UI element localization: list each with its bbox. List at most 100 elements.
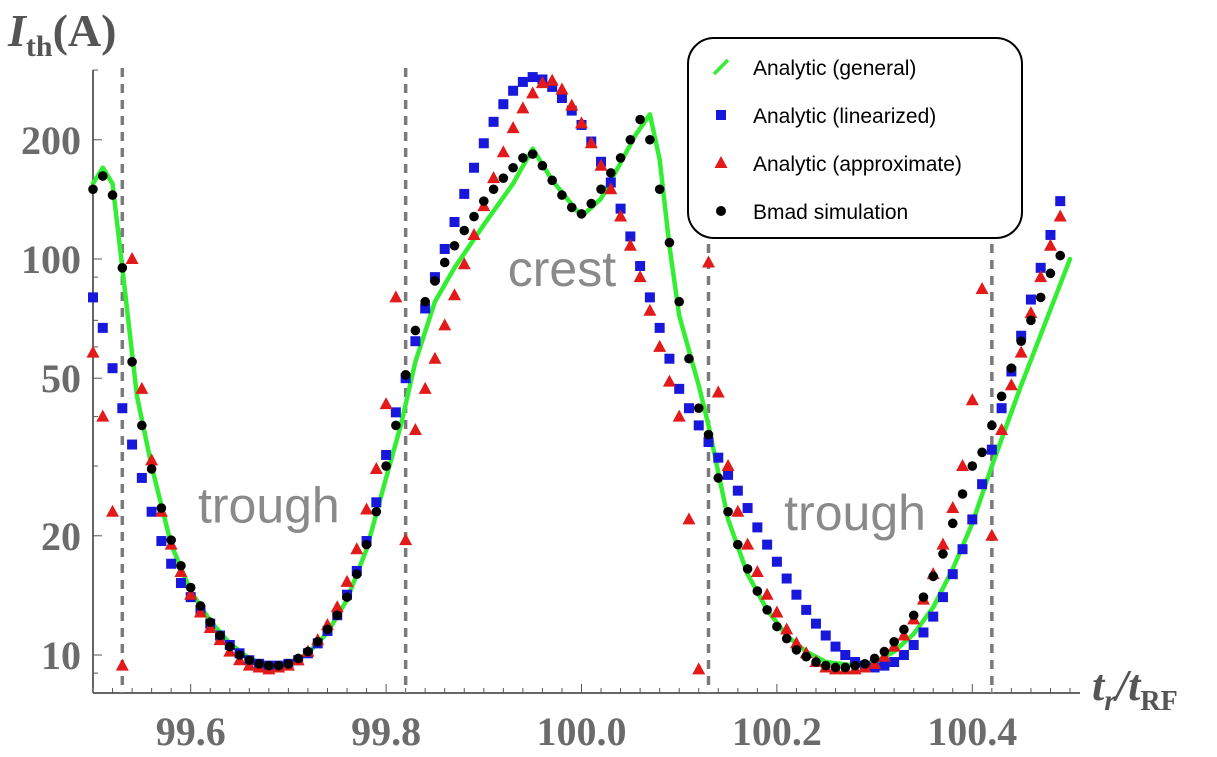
approximate-point — [643, 303, 657, 316]
bmad-point — [312, 636, 323, 647]
linearized-point — [449, 217, 460, 228]
linearized-point — [97, 322, 108, 333]
linearized-point — [771, 556, 782, 567]
bmad-point — [381, 461, 391, 471]
bmad-point — [840, 662, 851, 673]
bmad-point — [127, 357, 137, 367]
approximate-point — [956, 459, 970, 472]
linearized-point — [947, 569, 958, 580]
approximate-point — [1024, 306, 1038, 319]
linearized-point — [977, 479, 988, 490]
approximate-point — [653, 339, 667, 352]
approximate-point — [526, 86, 540, 99]
bmad-point — [537, 160, 548, 171]
approximate-point — [545, 73, 559, 86]
bmad-point — [430, 276, 440, 286]
linearized-point — [439, 243, 450, 254]
bmad-point — [879, 646, 890, 657]
x-tick-label: 99.8 — [351, 709, 421, 754]
approximate-point — [897, 628, 911, 641]
linearized-point — [498, 99, 509, 110]
bmad-point — [635, 114, 645, 125]
bmad-point — [361, 539, 372, 550]
approximate-point — [692, 662, 706, 675]
bmad-point — [371, 506, 382, 517]
linearized-point — [615, 203, 626, 214]
linearized-point — [830, 641, 841, 652]
approximate-point — [193, 605, 207, 618]
linearized-point — [889, 657, 900, 668]
approximate-point — [184, 587, 198, 600]
linearized-point — [996, 403, 1007, 414]
bmad-point — [156, 503, 167, 513]
linearized-point — [781, 573, 792, 584]
x-tick-label: 100.0 — [537, 709, 627, 754]
linearized-point — [556, 93, 567, 104]
linearized-point — [732, 485, 743, 496]
legend: Analytic (general) Analytic (linearized) A… — [687, 37, 1023, 239]
approximate-point — [672, 409, 686, 422]
linearized-point — [928, 611, 939, 622]
linearized-point — [1055, 196, 1066, 207]
bmad-point — [860, 659, 870, 669]
approximate-point — [741, 537, 755, 550]
bmad-point — [273, 660, 284, 671]
bmad-point — [195, 601, 206, 611]
linearized-point — [762, 539, 773, 550]
approximate-point — [447, 288, 461, 301]
y-tick-label: 100 — [21, 237, 81, 282]
bmad-point — [117, 263, 128, 273]
bmad-point — [820, 660, 831, 671]
linearized-point — [166, 558, 177, 569]
approximate-point — [487, 171, 501, 184]
linearized-point — [752, 522, 763, 533]
bmad-point — [869, 653, 880, 664]
x-tick-label: 99.6 — [156, 709, 226, 754]
bmad-point — [303, 646, 313, 657]
bmad-point — [166, 535, 176, 545]
bmad-point — [947, 518, 958, 529]
linearized-point — [664, 353, 675, 364]
approximate-point — [721, 459, 735, 472]
bmad-point — [400, 370, 411, 380]
linearized-point — [459, 188, 470, 199]
bmad-point — [107, 190, 118, 200]
bmad-point — [928, 571, 939, 582]
series-circle — [88, 114, 1066, 673]
linearized-point — [175, 577, 186, 588]
linearized-point — [898, 650, 909, 660]
approximate-point — [760, 587, 774, 600]
x-axis-title-sub-rf: RF — [1140, 686, 1177, 717]
bmad-point — [176, 560, 186, 571]
bmad-point — [185, 582, 196, 593]
bmad-point — [1035, 292, 1046, 303]
bmad-point — [576, 209, 587, 219]
bmad-point — [391, 420, 401, 431]
bmad-point — [801, 651, 812, 662]
linearized-point — [517, 76, 528, 87]
bmad-point — [566, 202, 577, 213]
bmad-point — [811, 657, 821, 667]
legend-circle-marker — [716, 206, 726, 216]
approximate-point — [516, 101, 530, 114]
approximate-point — [1004, 378, 1018, 391]
approximate-point — [360, 502, 374, 515]
region-label-crest: crest — [508, 241, 616, 297]
bmad-point — [137, 420, 147, 431]
approximate-point — [369, 461, 383, 474]
y-tick-label: 200 — [21, 118, 81, 163]
bmad-point — [97, 171, 108, 181]
linearized-point — [107, 363, 118, 374]
approximate-point — [457, 257, 471, 270]
bmad-point — [645, 134, 655, 145]
x-tick-label: 100.2 — [732, 709, 822, 754]
bmad-point — [547, 175, 557, 186]
bmad-point — [342, 592, 352, 602]
linearized-point — [478, 138, 489, 149]
bmad-point — [351, 569, 362, 579]
linearized-point — [937, 592, 948, 603]
linearized-point — [488, 116, 499, 127]
legend-square-marker — [716, 110, 726, 120]
linearized-point — [469, 162, 480, 173]
